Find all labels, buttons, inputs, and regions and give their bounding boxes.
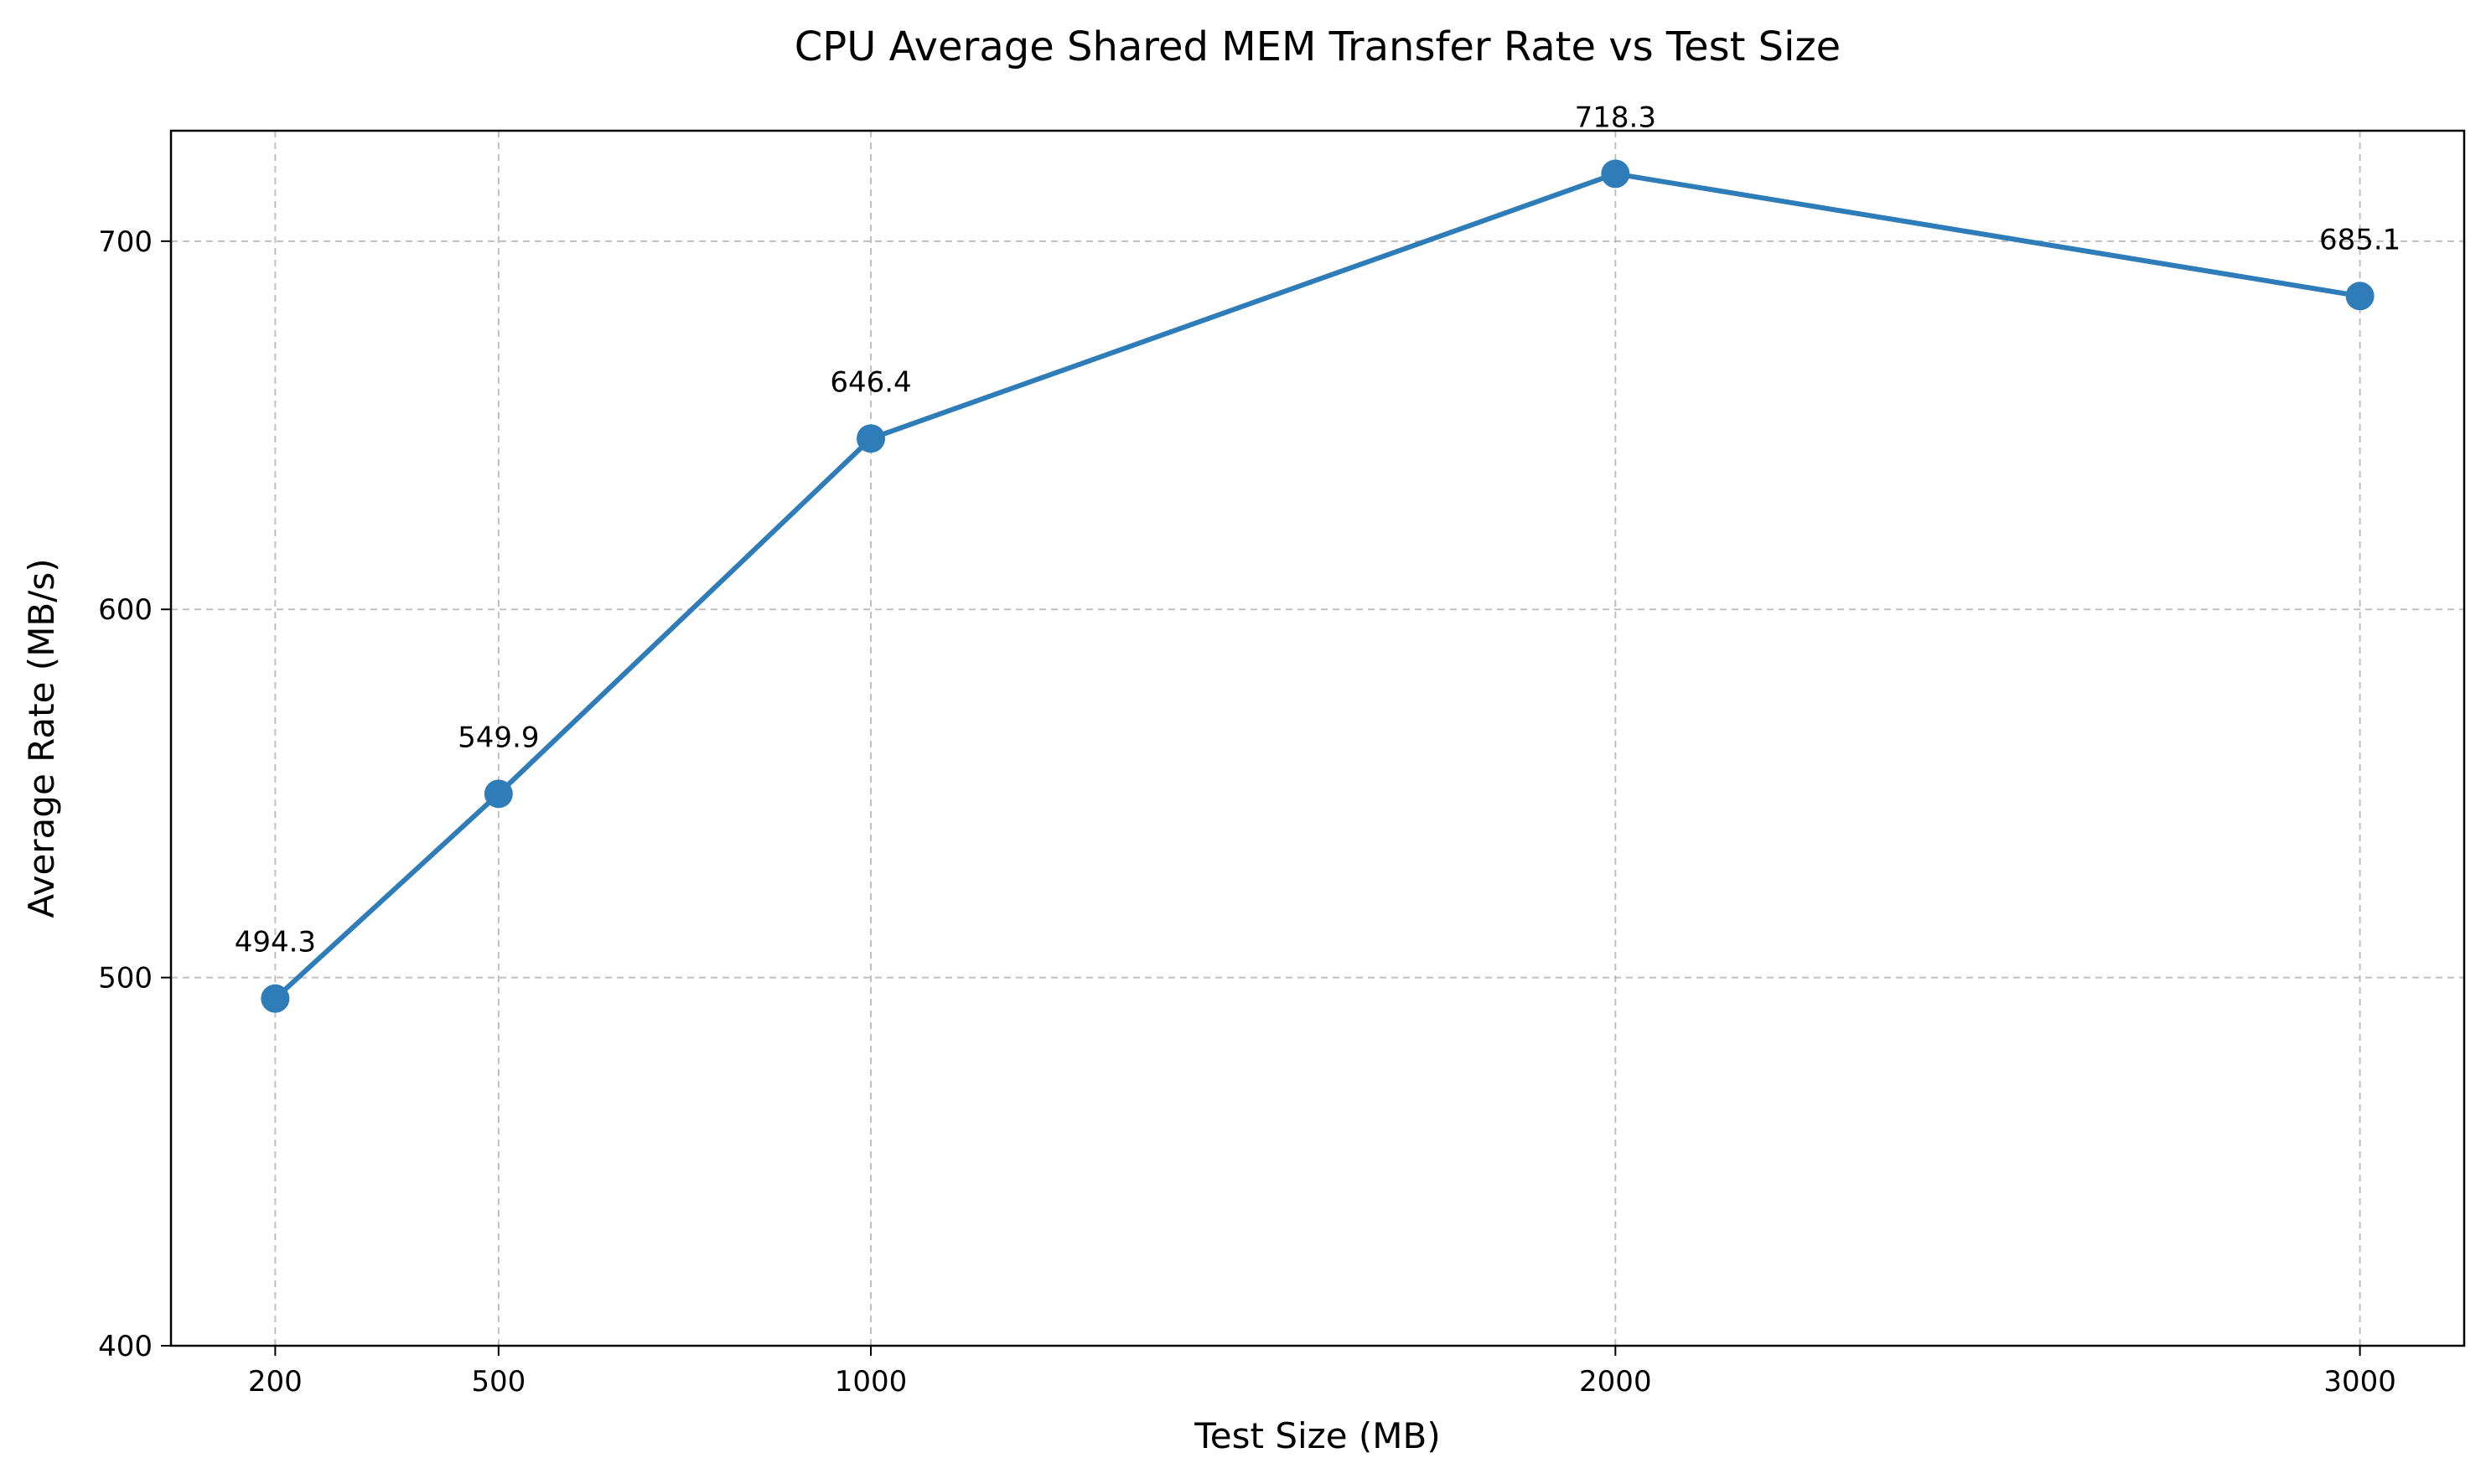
- x-tick-label: 2000: [1579, 1365, 1652, 1399]
- y-axis: 400 500 600 700: [98, 225, 171, 1363]
- data-point: [2345, 282, 2374, 311]
- x-axis-label: Test Size (MB): [1194, 1415, 1440, 1456]
- y-axis-label: Average Rate (MB/s): [21, 558, 62, 918]
- grid: [171, 131, 2464, 1346]
- data-point: [857, 424, 886, 453]
- x-axis: 200 500 1000 2000 3000: [248, 1346, 2396, 1399]
- data-label: 549.9: [458, 721, 539, 754]
- data-label: 646.4: [830, 365, 911, 399]
- x-tick-label: 3000: [2323, 1365, 2396, 1399]
- x-tick-label: 500: [471, 1365, 526, 1399]
- data-point: [484, 779, 513, 809]
- data-point: [261, 984, 290, 1013]
- x-tick-label: 1000: [835, 1365, 908, 1399]
- y-tick-label: 500: [98, 962, 153, 995]
- data-label: 718.3: [1575, 101, 1656, 134]
- data-label: 685.1: [2319, 223, 2400, 256]
- chart-title: CPU Average Shared MEM Transfer Rate vs …: [795, 23, 1841, 70]
- y-tick-label: 400: [98, 1330, 153, 1363]
- series-layer: [261, 159, 2374, 1013]
- y-tick-label: 600: [98, 593, 153, 627]
- data-labels: 494.3 549.9 646.4 718.3 685.1: [235, 101, 2401, 959]
- data-label: 494.3: [235, 926, 316, 959]
- data-point: [1601, 159, 1630, 189]
- plot-frame: [169, 129, 2466, 1347]
- y-tick-label: 700: [98, 225, 153, 259]
- x-tick-label: 200: [248, 1365, 303, 1399]
